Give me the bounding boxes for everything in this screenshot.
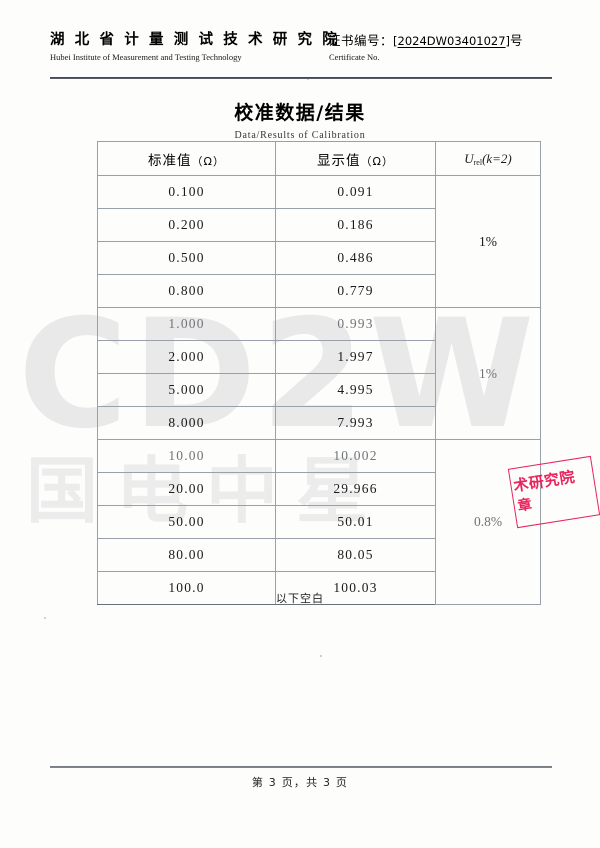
table-row: 1.000 0.993 1% <box>97 307 541 440</box>
cell-displayed-value: 10.002 <box>275 439 436 473</box>
column-header-displayed-label: 显示值 <box>317 152 361 169</box>
certificate-number-bracket-open: [ <box>393 34 398 48</box>
blank-below-note: 以下空白 <box>276 592 324 605</box>
cell-standard-value: 50.00 <box>97 505 276 539</box>
column-header-uncertainty: Urel(k=2) <box>435 141 541 176</box>
cell-displayed-value: 100.03 <box>275 571 436 605</box>
calibration-table-body: 0.100 0.091 1% 0.200 0.186 0.500 0.486 0… <box>97 175 541 605</box>
page-subtitle: Data/Results of Calibration <box>234 130 366 141</box>
table-row: 8.000 7.993 <box>97 406 541 440</box>
cell-displayed-value: 50.01 <box>275 505 436 539</box>
uncertainty-symbol: U <box>464 150 474 166</box>
uncertainty-subscript: rel <box>473 157 483 167</box>
page-title-block: 校准数据/结果 Data/Results of Calibration <box>0 98 600 141</box>
table-row: 10.00 10.002 0.8% <box>97 439 541 605</box>
cell-standard-value: 0.200 <box>97 208 276 242</box>
cell-uncertainty: 1% <box>435 175 541 308</box>
cell-displayed-value: 4.995 <box>275 373 436 407</box>
organization-block: 湖 北 省 计 量 测 试 技 术 研 究 院 Hubei Institute … <box>50 28 340 62</box>
table-row: 0.100 0.091 1% <box>97 175 541 308</box>
scan-speck <box>320 655 322 657</box>
page-number-footer: 第 3 页，共 3 页 <box>251 776 349 789</box>
page-title: 校准数据/结果 <box>234 102 366 124</box>
certificate-number-label-en: Certificate No. <box>329 52 380 62</box>
uncertainty-symbol-group: Urel(k=2) <box>464 150 512 167</box>
table-row: 2.000 1.997 <box>97 340 541 374</box>
calibration-table-wrapper: 标准值（Ω） 显示值（Ω） Urel(k=2) 0.100 0.091 1% <box>97 141 541 605</box>
cell-uncertainty: 0.8% <box>435 439 541 605</box>
table-row: 20.00 29.966 <box>97 472 541 506</box>
approval-stamp-line2: 章 <box>516 496 533 515</box>
column-header-standard-unit: （Ω） <box>191 154 225 168</box>
cell-standard-value: 100.0 <box>97 571 276 605</box>
header-divider <box>50 77 552 79</box>
table-row: 0.800 0.779 <box>97 274 541 308</box>
footer-divider <box>50 766 552 768</box>
scan-speck <box>307 78 309 80</box>
table-row: 5.000 4.995 <box>97 373 541 407</box>
column-header-displayed-unit: （Ω） <box>360 154 394 168</box>
certificate-number-block: 证书编号： [ 2024DW03401027 ] 号 Certificate N… <box>328 30 523 62</box>
cell-standard-value: 0.500 <box>97 241 276 275</box>
calibration-data-table: 标准值（Ω） 显示值（Ω） Urel(k=2) 0.100 0.091 1% <box>97 141 541 605</box>
cell-standard-value: 80.00 <box>97 538 276 572</box>
table-row: 0.500 0.486 <box>97 241 541 275</box>
cell-uncertainty: 1% <box>435 307 541 440</box>
certificate-number-line: 证书编号： [ 2024DW03401027 ] 号 <box>328 30 523 49</box>
cell-displayed-value: 0.779 <box>275 274 436 308</box>
approval-stamp-line1: 术研究院 <box>512 467 577 496</box>
cell-standard-value: 1.000 <box>97 307 276 341</box>
cell-standard-value: 5.000 <box>97 373 276 407</box>
scan-speck <box>44 617 46 619</box>
cell-displayed-value: 7.993 <box>275 406 436 440</box>
column-header-standard-label: 标准值 <box>148 152 192 169</box>
cell-standard-value: 0.100 <box>97 175 276 209</box>
uncertainty-coverage-factor: (k=2) <box>482 150 512 166</box>
cell-displayed-value: 29.966 <box>275 472 436 506</box>
cell-displayed-value: 0.486 <box>275 241 436 275</box>
cell-standard-value: 10.00 <box>97 439 276 473</box>
cell-standard-value: 20.00 <box>97 472 276 506</box>
certificate-number-label: 证书编号： <box>328 33 394 48</box>
cell-standard-value: 2.000 <box>97 340 276 374</box>
cell-displayed-value: 0.186 <box>275 208 436 242</box>
cell-standard-value: 8.000 <box>97 406 276 440</box>
certificate-number-bracket-close: ] <box>505 34 511 48</box>
cell-displayed-value: 0.993 <box>275 307 436 341</box>
cell-standard-value: 0.800 <box>97 274 276 308</box>
cell-displayed-value: 80.05 <box>275 538 436 572</box>
organization-name-en: Hubei Institute of Measurement and Testi… <box>50 52 242 62</box>
table-row: 50.00 50.01 <box>97 505 541 539</box>
cell-displayed-value: 1.997 <box>275 340 436 374</box>
organization-name-cn: 湖 北 省 计 量 测 试 技 术 研 究 院 <box>50 32 340 48</box>
certificate-number-suffix: 号 <box>510 33 524 48</box>
table-row: 0.200 0.186 <box>97 208 541 242</box>
cell-displayed-value: 0.091 <box>275 175 436 209</box>
table-row: 100.0 100.03 <box>97 571 541 605</box>
column-header-displayed-value: 显示值（Ω） <box>275 141 436 176</box>
approval-stamp: 术研究院 章 <box>507 455 600 529</box>
certificate-number-value: 2024DW03401027 <box>397 34 506 48</box>
table-header-row: 标准值（Ω） 显示值（Ω） Urel(k=2) <box>97 141 541 176</box>
column-header-standard-value: 标准值（Ω） <box>97 141 276 176</box>
